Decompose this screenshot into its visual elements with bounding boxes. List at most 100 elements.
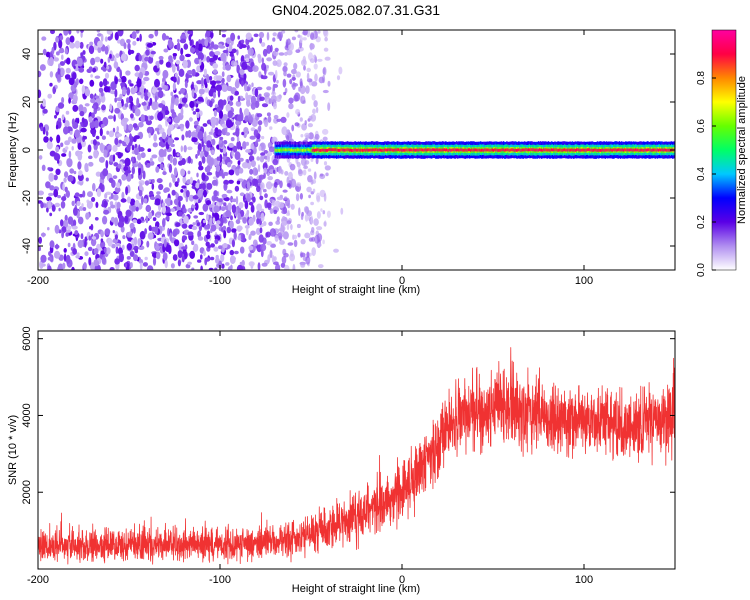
- heatmap-cell: [544, 148, 546, 152]
- heatmap-cell: [84, 162, 89, 172]
- heatmap-cell: [57, 102, 65, 109]
- heatmap-cell: [195, 182, 200, 189]
- heatmap-cell: [559, 148, 562, 152]
- heatmap-cell: [565, 148, 567, 152]
- heatmap-cell: [248, 235, 252, 240]
- heatmap-cell: [258, 234, 264, 243]
- heatmap-cell: [360, 148, 363, 152]
- heatmap-cell: [124, 103, 129, 108]
- heatmap-cell: [206, 182, 213, 190]
- heatmap-cell: [264, 193, 268, 199]
- heatmap-cell: [174, 137, 180, 141]
- heatmap-cell: [103, 61, 107, 69]
- heatmap-cell: [55, 146, 60, 153]
- heatmap-cell: [218, 45, 226, 49]
- heatmap-cell: [202, 123, 208, 127]
- heatmap-cell: [659, 148, 661, 152]
- x-tick-label: 100: [575, 275, 593, 287]
- heatmap-cell: [198, 160, 202, 167]
- heatmap-cell: [177, 211, 183, 217]
- heatmap-cell: [270, 44, 273, 53]
- heatmap-cell: [307, 168, 312, 172]
- heatmap-cell: [185, 120, 190, 129]
- heatmap-cell: [218, 260, 223, 270]
- heatmap-cell: [239, 209, 245, 217]
- heatmap-cell: [65, 146, 69, 150]
- heatmap-cell: [577, 148, 579, 152]
- y-tick-label: 6000: [21, 326, 33, 350]
- heatmap-cell: [325, 172, 329, 177]
- heatmap-cell: [163, 148, 167, 157]
- heatmap-cell: [293, 62, 298, 70]
- heatmap-cell: [54, 153, 61, 161]
- heatmap-cell: [145, 89, 149, 93]
- heatmap-cell: [292, 82, 296, 90]
- heatmap-cell: [177, 259, 181, 267]
- heatmap-cell: [181, 223, 188, 229]
- heatmap-cell: [151, 179, 155, 184]
- heatmap-cell: [246, 98, 251, 108]
- heatmap-cell: [519, 148, 521, 152]
- heatmap-cell: [308, 194, 311, 199]
- heatmap-cell: [170, 208, 176, 212]
- heatmap-cell: [152, 217, 157, 222]
- heatmap-cell: [77, 239, 84, 249]
- heatmap-cell: [190, 84, 194, 90]
- heatmap-cell: [306, 72, 310, 81]
- heatmap-cell: [133, 135, 140, 140]
- heatmap-cell: [399, 148, 401, 152]
- heatmap-cell: [323, 221, 327, 227]
- heatmap-cell: [115, 53, 120, 58]
- heatmap-cell: [63, 30, 69, 36]
- heatmap-cell: [413, 148, 415, 152]
- heatmap-cell: [506, 148, 508, 152]
- heatmap-cell: [41, 263, 46, 267]
- heatmap-cell: [281, 220, 287, 227]
- heatmap-cell: [222, 113, 228, 121]
- heatmap-cell: [295, 148, 297, 152]
- heatmap-cell: [284, 87, 288, 94]
- heatmap-cell: [197, 189, 203, 198]
- heatmap-cell: [228, 44, 233, 52]
- heatmap-cell: [557, 149, 559, 152]
- heatmap-cell: [317, 30, 321, 34]
- heatmap-cell: [80, 233, 84, 240]
- heatmap-cell: [162, 202, 166, 207]
- heatmap-cell: [65, 110, 70, 115]
- heatmap-cell: [294, 122, 300, 127]
- heatmap-cell: [554, 148, 556, 152]
- heatmap-cell: [46, 141, 53, 150]
- heatmap-cell: [189, 100, 195, 109]
- heatmap-cell: [226, 162, 232, 168]
- heatmap-cell: [192, 111, 197, 115]
- heatmap-cell: [323, 47, 329, 52]
- heatmap-cell: [229, 249, 235, 256]
- heatmap-cell: [155, 61, 160, 66]
- heatmap-cell: [47, 256, 52, 261]
- heatmap-cell: [392, 148, 395, 152]
- heatmap-cell: [288, 148, 291, 151]
- heatmap-cell: [405, 148, 408, 152]
- heatmap-cell: [298, 207, 301, 217]
- heatmap-cell: [181, 246, 188, 250]
- x-tick-label: -100: [209, 275, 231, 287]
- heatmap-cell: [172, 53, 177, 57]
- heatmap-cell: [621, 148, 624, 152]
- heatmap-cell: [47, 93, 52, 99]
- heatmap-cell: [218, 139, 223, 144]
- heatmap-cell: [316, 195, 321, 203]
- heatmap-cell: [197, 130, 204, 140]
- heatmap-cell: [310, 201, 314, 206]
- heatmap-cell: [173, 123, 179, 128]
- heatmap-cell: [284, 148, 286, 152]
- heatmap-cell: [58, 207, 61, 212]
- heatmap-cell: [220, 52, 227, 62]
- heatmap-cell: [401, 148, 403, 152]
- heatmap-cell: [200, 254, 203, 260]
- heatmap-cell: [83, 262, 87, 270]
- heatmap-cell: [115, 246, 119, 254]
- heatmap-cell: [103, 209, 110, 215]
- heatmap-cell: [126, 243, 132, 251]
- heatmap-cell: [227, 202, 232, 212]
- y-tick-label: 0: [21, 147, 33, 153]
